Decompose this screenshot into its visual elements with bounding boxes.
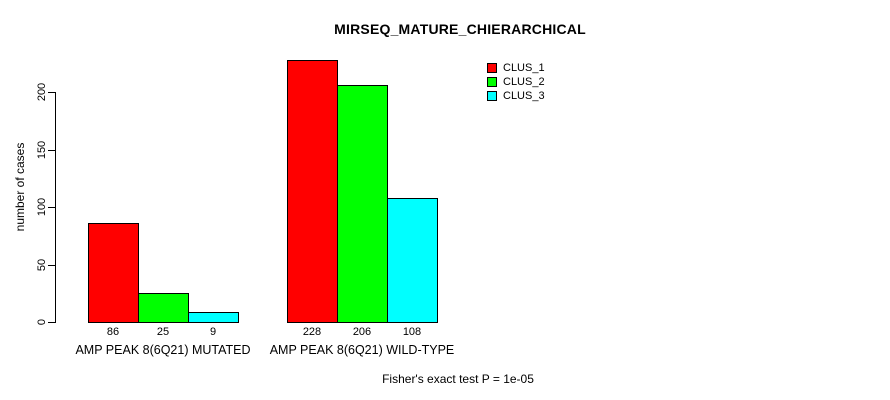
y-tick-label-200: 200 <box>36 82 48 102</box>
bar-clus_2-group-1 <box>138 293 189 323</box>
y-tick-label-0: 0 <box>36 318 48 326</box>
y-axis-label-text: number of cases <box>13 142 27 232</box>
bar-clus_1-group-1 <box>88 223 139 323</box>
chart-title: MIRSEQ_MATURE_CHIERARCHICAL <box>334 21 586 37</box>
legend-label-clus-3: CLUS_3 <box>503 89 545 102</box>
y-tick-mark-50 <box>48 265 55 266</box>
bar-value-label: 86 <box>106 326 120 338</box>
y-tick-label-100: 100 <box>36 197 48 217</box>
y-tick-mark-0 <box>48 322 55 323</box>
bar-clus_3-group-1 <box>188 312 239 323</box>
bar-value-label: 206 <box>352 326 372 338</box>
legend: CLUS_1 CLUS_2 CLUS_3 <box>487 61 545 103</box>
bar-clus_3-group-2 <box>387 198 438 323</box>
group-label-mutated: AMP PEAK 8(6Q21) MUTATED <box>75 343 251 357</box>
legend-item-clus-2: CLUS_2 <box>487 75 545 88</box>
legend-label-clus-2: CLUS_2 <box>503 75 545 88</box>
fisher-test-note: Fisher's exact test P = 1e-05 <box>382 372 534 386</box>
y-tick-mark-200 <box>48 92 55 93</box>
legend-swatch-cyan-icon <box>487 90 497 101</box>
bar-clus_2-group-2 <box>337 85 388 323</box>
bar-clus_1-group-2 <box>287 60 338 323</box>
y-tick-mark-100 <box>48 207 55 208</box>
y-tick-label-50: 50 <box>36 258 48 272</box>
bar-value-label: 9 <box>209 326 217 338</box>
legend-item-clus-1: CLUS_1 <box>487 61 545 74</box>
y-axis-line <box>55 92 56 323</box>
bar-value-label: 25 <box>156 326 170 338</box>
legend-label-clus-1: CLUS_1 <box>503 61 545 74</box>
legend-swatch-green-icon <box>487 76 497 87</box>
bar-value-label: 228 <box>302 326 322 338</box>
y-tick-mark-150 <box>48 150 55 151</box>
y-tick-label-150: 150 <box>36 140 48 160</box>
bar-value-label: 108 <box>402 326 422 338</box>
legend-swatch-red-icon <box>487 62 497 73</box>
legend-item-clus-3: CLUS_3 <box>487 89 545 102</box>
group-label-wild-type: AMP PEAK 8(6Q21) WILD-TYPE <box>269 343 455 357</box>
